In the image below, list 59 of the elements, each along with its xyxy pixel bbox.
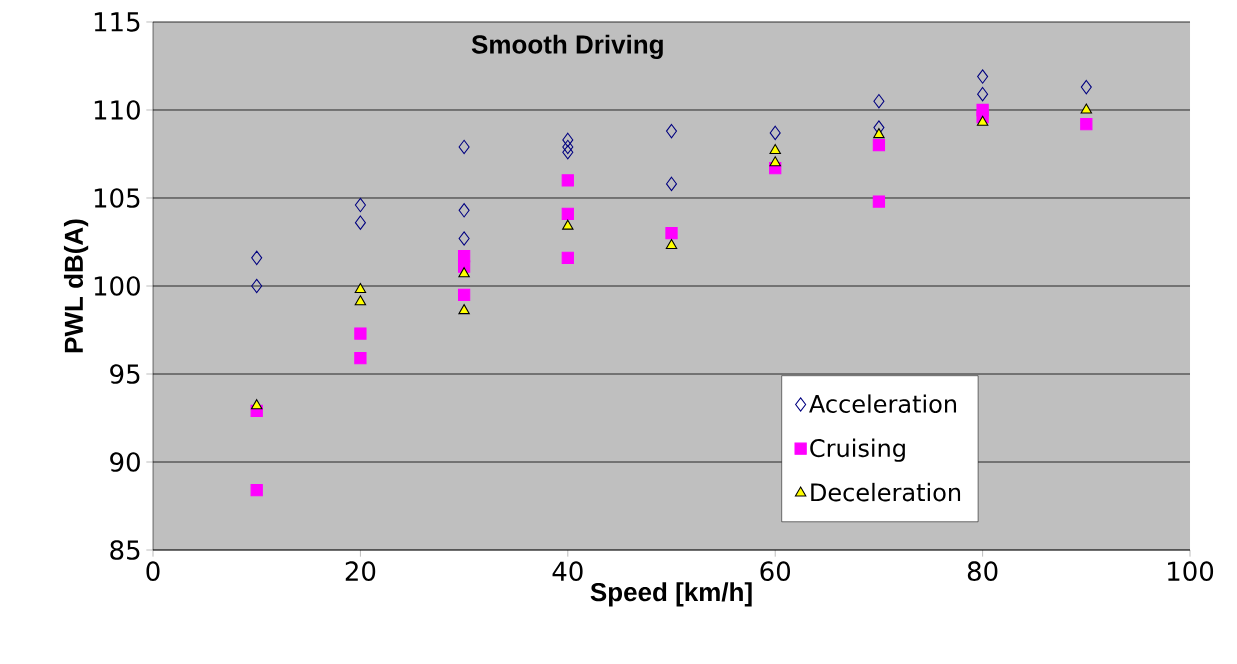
point (769, 125, 781, 141)
point (665, 227, 678, 240)
y-tick-label: 110 (94, 100, 140, 120)
point (665, 123, 678, 139)
point (251, 278, 263, 294)
point (458, 203, 470, 218)
y-axis-title: PWL dB(A) (63, 219, 89, 353)
point (977, 86, 989, 102)
x-axis-title: Speed [km/h] (590, 582, 752, 607)
x-tick-label: 20 (345, 561, 376, 582)
legend-label: Acceleration (809, 394, 957, 413)
point (250, 399, 263, 410)
point (769, 156, 781, 167)
point (977, 69, 989, 84)
point (665, 238, 678, 250)
point (873, 93, 885, 109)
point (457, 288, 471, 301)
point (562, 132, 574, 148)
point (872, 139, 886, 152)
point (562, 139, 574, 155)
point (1080, 117, 1093, 131)
point (873, 128, 885, 139)
point (354, 295, 367, 306)
point (561, 174, 574, 187)
y-tick-label: 100 (94, 276, 140, 296)
y-tick-label: 90 (110, 452, 140, 472)
point (250, 484, 263, 497)
point (562, 145, 574, 160)
y-tick-label: 95 (110, 364, 140, 384)
point (561, 251, 574, 264)
x-tick-label: 80 (967, 561, 998, 582)
point (458, 231, 470, 246)
x-tick-label: 0 (146, 561, 160, 582)
point (872, 195, 886, 208)
x-tick-label: 60 (760, 561, 791, 582)
point (458, 304, 470, 315)
point (354, 352, 367, 365)
point (769, 143, 781, 155)
point (561, 207, 574, 220)
point (354, 327, 367, 340)
point (1080, 103, 1093, 114)
y-tick-label: 105 (94, 188, 140, 208)
y-tick-label: 115 (94, 12, 140, 32)
point (458, 267, 470, 278)
point (251, 250, 263, 266)
x-tick-label: 100 (1168, 561, 1214, 582)
point (354, 197, 366, 213)
point (354, 282, 367, 294)
point (458, 139, 470, 155)
legend-label: Cruising (810, 438, 905, 462)
chart-title: Smooth Driving (471, 34, 663, 59)
point (1080, 79, 1092, 95)
y-tick-label: 85 (110, 540, 140, 560)
point (665, 176, 678, 192)
point (354, 215, 366, 230)
x-tick-label: 40 (552, 561, 583, 582)
legend-label: Deceleration (811, 482, 961, 502)
point (562, 219, 574, 230)
point (976, 115, 989, 126)
